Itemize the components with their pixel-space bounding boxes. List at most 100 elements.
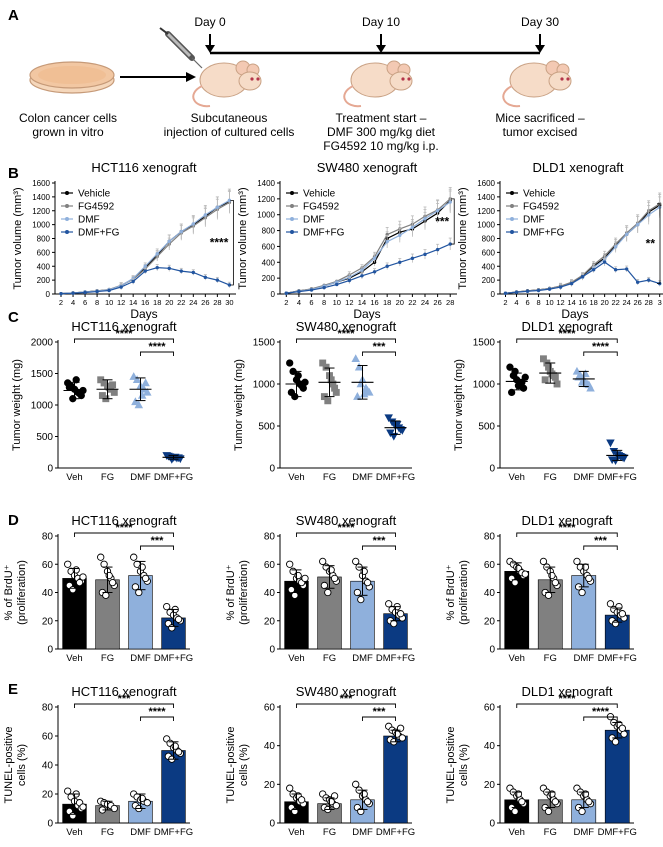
data-point [141, 378, 150, 387]
x-tick-label: 6 [309, 298, 313, 307]
x-tick-label: DMF+FG [376, 653, 415, 664]
significance-bracket [362, 545, 396, 550]
line-chart-1: SW480 xenograft 0 200 400 600 800 1000 1200 1400… [237, 160, 457, 321]
y-tick-label: 80 [42, 532, 54, 543]
mouse-icon-injection [192, 60, 262, 108]
series-point [398, 260, 402, 264]
data-point [143, 387, 152, 396]
significance-bracket [516, 338, 618, 343]
x-tick-label: Veh [66, 653, 82, 664]
data-point [398, 734, 406, 742]
data-point [578, 807, 586, 816]
charts-layer: HCT116 xenograft020040060080010001200140… [3, 160, 663, 838]
step3-line1: Treatment start – [336, 111, 427, 125]
bar [383, 735, 408, 824]
data-point [618, 724, 626, 732]
data-point [539, 557, 548, 566]
x-tick-label: FG [101, 472, 114, 483]
y-tick-label: 0 [269, 645, 275, 656]
legend-label: FG4592 [78, 202, 115, 213]
x-tick-label: Veh [509, 472, 525, 483]
chart-title: HCT116 xenograft [71, 319, 177, 334]
series-point [155, 252, 159, 256]
mouse-icon-sacrifice [502, 60, 572, 108]
data-point [102, 591, 110, 599]
data-point [72, 566, 80, 574]
data-point [294, 571, 302, 580]
y-axis-label: % of BrdU⁺ [3, 564, 15, 620]
series-point [624, 232, 629, 237]
series-point [372, 256, 377, 261]
y-tick-label: 500 [258, 422, 275, 433]
series-point [569, 281, 574, 286]
y-tick-label: 80 [484, 532, 496, 543]
significance-bracket [296, 703, 396, 708]
series-point [514, 290, 519, 294]
significance-label: *** [118, 693, 132, 705]
series-point [191, 222, 196, 226]
x-tick-label: FG [323, 653, 336, 664]
series-point [423, 216, 427, 221]
y-tick-label: 0 [47, 819, 53, 830]
group-chart-3: HCT116 xenograft 0 500 1000 1500 2000 Tumor we… [11, 319, 193, 483]
data-point [352, 557, 360, 566]
y-tick-label: 0 [269, 819, 275, 830]
x-tick-label: 8 [536, 298, 540, 307]
data-point [168, 624, 176, 632]
line-chart-0: HCT116 xenograft 0 200 400 600 800 1000 1200 140… [12, 160, 236, 321]
legend-marker [65, 230, 69, 234]
data-point [132, 375, 142, 384]
x-tick-label: 26 [633, 298, 641, 307]
group-chart-6: HCT116 xenograft 0 20 40 60 80 % of BrdU⁺ (prol… [3, 513, 193, 664]
data-point [354, 362, 364, 371]
data-point [100, 560, 108, 568]
x-tick-label: 18 [383, 298, 391, 307]
x-tick-label: 4 [71, 298, 75, 307]
x-tick-label: DMF+FG [598, 472, 637, 483]
series-point [227, 198, 232, 203]
data-point [551, 373, 559, 381]
data-point [327, 566, 335, 574]
data-point [615, 602, 623, 611]
data-point [521, 570, 529, 578]
y-tick-label: 800 [262, 227, 276, 236]
y-tick-label: 1500 [253, 338, 276, 349]
series-point [107, 288, 111, 293]
timeline-arrow-day10 [376, 45, 386, 53]
series-point [385, 264, 389, 268]
series-point [215, 205, 220, 209]
panel-letter-d: D [8, 512, 19, 529]
data-point [322, 363, 330, 371]
series-point [215, 278, 220, 282]
data-point [606, 600, 615, 608]
y-tick-label: 60 [42, 560, 54, 571]
data-point [384, 414, 393, 423]
legend-marker [510, 191, 514, 195]
line-chart-2: DLD1 xenograft 0 200 400 600 800 1000 1200 1400 1… [457, 160, 663, 321]
data-point [363, 578, 372, 587]
legend-label: FG4592 [303, 202, 340, 213]
y-tick-label: 200 [482, 276, 496, 285]
syringe-icon [159, 27, 203, 69]
y-axis-label: % of BrdU⁺ [445, 564, 457, 620]
significance-bracket [362, 351, 396, 356]
series-point [547, 287, 552, 291]
data-point [606, 439, 615, 448]
series-point [71, 291, 75, 295]
group-chart-4: SW480 xenograft 0 500 1000 1500 Tumor weight … [233, 319, 415, 483]
data-point [331, 384, 339, 392]
data-point [511, 578, 519, 587]
data-point [163, 602, 171, 611]
y-tick-label: 40 [264, 588, 276, 599]
y-axis-label: cells (%) [458, 744, 470, 786]
y-tick-label: 200 [262, 274, 276, 283]
y-tick-label: 1000 [257, 211, 275, 220]
data-point [363, 386, 372, 394]
x-tick-label: 2 [503, 298, 507, 307]
y-tick-label: 600 [37, 248, 51, 257]
series-point [360, 274, 364, 278]
x-tick-label: 16 [578, 298, 586, 307]
mouse-head [389, 71, 413, 91]
x-tick-label: DMF [573, 827, 594, 838]
